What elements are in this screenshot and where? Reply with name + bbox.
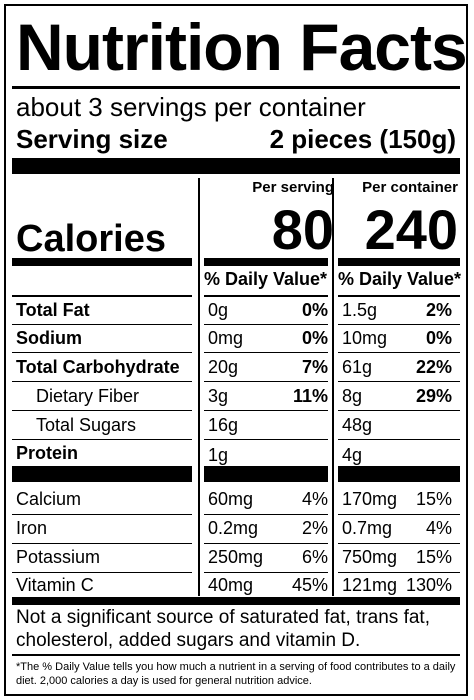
serving-dv: 6%: [301, 547, 328, 567]
serving-dv: 45%: [291, 575, 328, 595]
not-significant-note: Not a significant source of saturated fa…: [16, 607, 430, 651]
container-amount: 4g: [342, 445, 363, 465]
container-amount: 0.7mg: [342, 518, 393, 538]
serving-dv: 2%: [301, 518, 328, 538]
servings-per-container: about 3 servings per container: [16, 92, 366, 122]
container-amount: 8g: [342, 386, 363, 406]
container-amount: 48g: [342, 415, 373, 435]
divider: [12, 654, 460, 656]
serving-amount: 20g: [208, 357, 239, 377]
container-amount: 1.5g: [342, 300, 378, 320]
container-amount: 10mg: [342, 328, 388, 348]
divider: [12, 86, 460, 89]
nutrition-facts-label: Nutrition Facts about 3 servings per con…: [4, 4, 468, 696]
container-amount: 750mg: [342, 547, 398, 567]
nutrient-name: Sodium: [16, 328, 82, 348]
serving-dv: 11%: [292, 386, 328, 406]
nutrient-name: Total Sugars: [36, 415, 137, 435]
container-dv: 22%: [415, 357, 452, 377]
container-dv: 4%: [425, 518, 452, 538]
calories-per-container: 240: [364, 198, 458, 261]
thick-divider: [338, 466, 460, 482]
container-dv: 15%: [415, 547, 452, 567]
container-dv: 0%: [425, 328, 452, 348]
container-dv: 15%: [415, 489, 452, 509]
nutrient-name: Total Carbohydrate: [16, 357, 180, 377]
serving-size-value: 2 pieces (150g): [269, 124, 456, 154]
column-divider: [332, 178, 334, 596]
calories-label: Calories: [16, 218, 166, 260]
serving-amount: 0g: [208, 300, 229, 320]
label-title: Nutrition Facts: [16, 10, 468, 84]
daily-value-header: % Daily Value*: [204, 269, 328, 289]
container-dv: 2%: [425, 300, 452, 320]
serving-amount: 1g: [208, 445, 229, 465]
serving-amount: 40mg: [208, 575, 254, 595]
per-container-header: Per container: [362, 179, 458, 196]
thick-divider: [12, 258, 192, 266]
daily-value-header: % Daily Value*: [338, 269, 462, 289]
per-serving-header: Per serving: [252, 179, 334, 196]
container-amount: 121mg: [342, 575, 398, 595]
vitamin-name: Vitamin C: [16, 575, 94, 595]
nutrient-name: Total Fat: [16, 300, 90, 320]
serving-amount: 0mg: [208, 328, 244, 348]
column-divider: [198, 178, 200, 596]
serving-amount: 0.2mg: [208, 518, 259, 538]
serving-dv: 0%: [301, 300, 328, 320]
container-amount: 61g: [342, 357, 373, 377]
serving-size-label: Serving size: [16, 124, 168, 154]
container-dv: 130%: [405, 575, 452, 595]
container-dv: 29%: [415, 386, 452, 406]
thick-divider: [12, 158, 460, 174]
serving-dv: 4%: [301, 489, 328, 509]
nutrient-name: Dietary Fiber: [36, 386, 140, 406]
vitamin-name: Iron: [16, 518, 48, 538]
thick-divider: [204, 258, 328, 266]
serving-amount: 250mg: [208, 547, 264, 567]
thick-divider: [12, 597, 460, 605]
daily-value-footnote: *The % Daily Value tells you how much a …: [16, 661, 456, 687]
serving-amount: 3g: [208, 386, 229, 406]
thick-divider: [204, 466, 328, 482]
vitamin-name: Calcium: [16, 489, 82, 509]
serving-amount: 60mg: [208, 489, 254, 509]
vitamin-name: Potassium: [16, 547, 101, 567]
serving-dv: 0%: [301, 328, 328, 348]
serving-dv: 7%: [301, 357, 328, 377]
serving-amount: 16g: [208, 415, 239, 435]
calories-per-serving: 80: [271, 198, 334, 261]
thick-divider: [12, 466, 192, 482]
nutrient-name: Protein: [16, 443, 79, 463]
container-amount: 170mg: [342, 489, 398, 509]
thick-divider: [338, 258, 460, 266]
